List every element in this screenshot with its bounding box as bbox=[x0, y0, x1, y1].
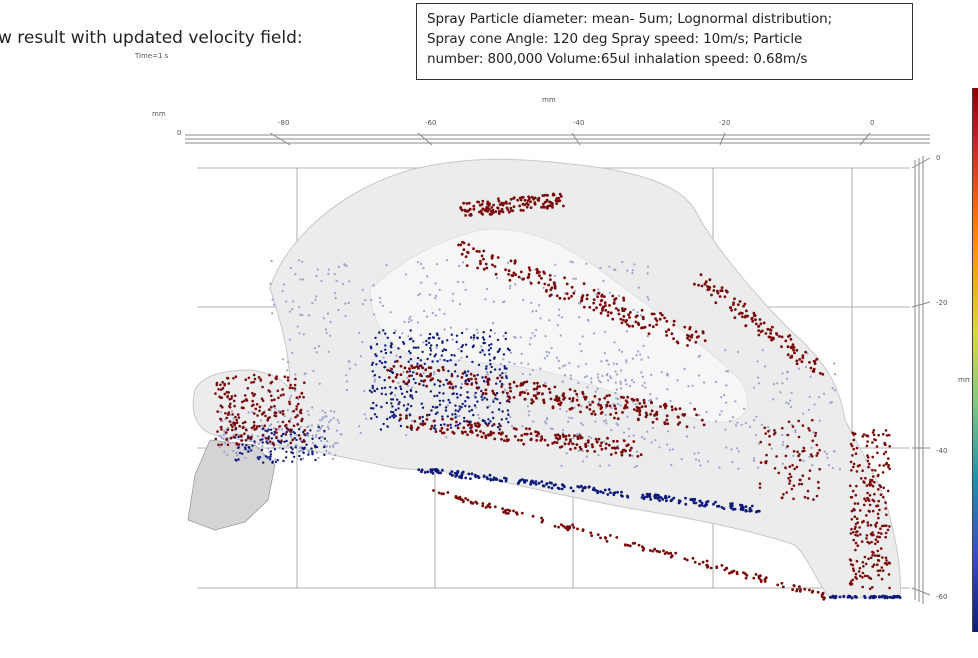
top-axis-unit: mm bbox=[542, 96, 556, 104]
params-line-1: Spray Particle diameter: mean- 5um; Logn… bbox=[427, 11, 833, 27]
time-label: Time=1 s bbox=[135, 52, 169, 60]
nostril-geometry bbox=[187, 439, 276, 531]
top-tick-label: 0 bbox=[870, 119, 874, 127]
nasal-cavity-geometry bbox=[192, 158, 901, 599]
top-tick-label: -20 bbox=[719, 119, 730, 127]
right-tick-label: 0 bbox=[936, 154, 940, 162]
parameters-box: Spray Particle diameter: mean- 5um; Logn… bbox=[416, 3, 913, 80]
top-tick-label: -40 bbox=[573, 119, 584, 127]
particle-simulation-plot: mm mm 0 -80 -60 -40 -20 0 0 -20 -40 -60 … bbox=[152, 96, 970, 604]
top-axis bbox=[185, 132, 930, 146]
right-axis-unit: mm bbox=[958, 376, 970, 384]
params-line-3: number: 800,000 Volume:65ul inhalation s… bbox=[427, 51, 808, 67]
nasal-inner-shading bbox=[369, 228, 749, 423]
top-tick-label: -60 bbox=[425, 119, 436, 127]
top-axis-left-unit: mm bbox=[152, 110, 166, 118]
right-tick-label: -40 bbox=[936, 447, 947, 455]
slide-heading: w result with updated velocity field: bbox=[0, 28, 303, 48]
right-tick-label: -20 bbox=[936, 299, 947, 307]
right-axis bbox=[911, 156, 931, 604]
top-tick-label: -80 bbox=[278, 119, 289, 127]
top-axis-left-zero: 0 bbox=[177, 129, 181, 137]
right-tick-label: -60 bbox=[936, 593, 947, 601]
params-line-2: Spray cone Angle: 120 deg Spray speed: 1… bbox=[427, 31, 803, 47]
particle-cloud bbox=[214, 192, 902, 601]
color-legend-bar bbox=[972, 88, 978, 632]
